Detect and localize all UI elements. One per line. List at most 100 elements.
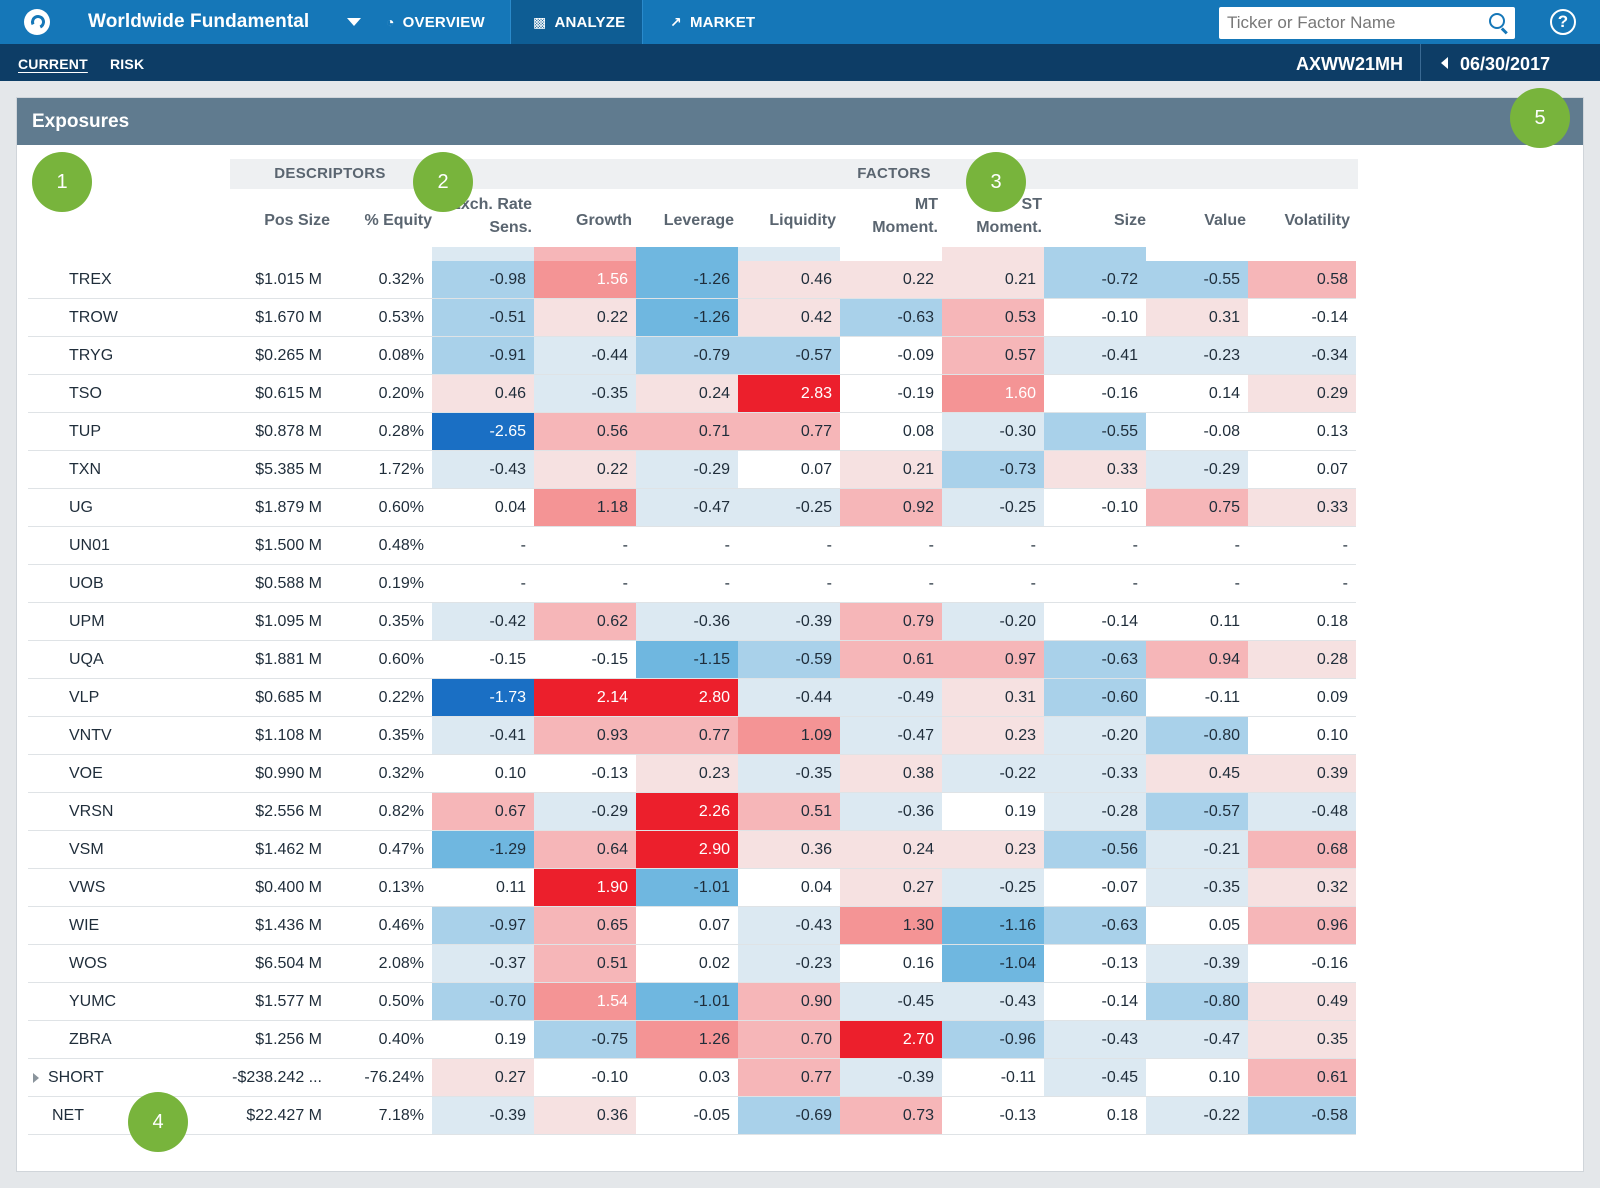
table-row[interactable]: VRSN $2.556 M 0.82% 0.67 -0.29 2.26 0.51 -0.36 0…: [28, 793, 1356, 831]
exposure-cell: 0.61: [840, 641, 942, 678]
ticker-cell[interactable]: TUP: [69, 423, 101, 440]
col-exch-rate-sens[interactable]: Exch. Rate Sens.: [450, 196, 532, 236]
exposure-cell: -: [1146, 565, 1248, 602]
exposure-cell: -0.43: [1044, 1021, 1146, 1058]
pos-size-cell: $22.427 M: [246, 1107, 322, 1124]
exposure-cell: -0.07: [1044, 869, 1146, 906]
exposure-cell: 1.90: [534, 869, 636, 906]
col-st-moment[interactable]: ST Moment.: [976, 196, 1042, 236]
table-row[interactable]: ZBRA $1.256 M 0.40% 0.19 -0.75 1.26 0.70 2.70 -0…: [28, 1021, 1356, 1059]
search-input[interactable]: [1227, 11, 1477, 35]
pct-equity-cell: 1.72%: [378, 461, 424, 478]
table-row[interactable]: UG $1.879 M 0.60% 0.04 1.18 -0.47 -0.25 0.92 -0.…: [28, 489, 1356, 527]
col-pos-size[interactable]: Pos Size: [264, 212, 330, 229]
tab-analyze[interactable]: ▩ ANALYZE: [510, 0, 643, 44]
exposure-cell: 0.18: [1044, 1097, 1146, 1134]
ticker-cell[interactable]: NET: [52, 1107, 84, 1124]
table-row[interactable]: VLP $0.685 M 0.22% -1.73 2.14 2.80 -0.44 -0.49 0…: [28, 679, 1356, 717]
table-row[interactable]: TRYG $0.265 M 0.08% -0.91 -0.44 -0.79 -0.57 -0.…: [28, 337, 1356, 375]
ticker-cell[interactable]: VWS: [69, 879, 106, 896]
ticker-cell[interactable]: SHORT: [48, 1069, 104, 1086]
help-icon[interactable]: ?: [1550, 9, 1576, 35]
table-row[interactable]: TUP $0.878 M 0.28% -2.65 0.56 0.71 0.77 0.08 -0.…: [28, 413, 1356, 451]
ticker-cell[interactable]: UN01: [69, 537, 110, 554]
ticker-cell[interactable]: UOB: [69, 575, 104, 592]
exposure-cell: 0.23: [636, 755, 738, 792]
exposure-cell: -0.41: [1044, 337, 1146, 374]
exposure-cell: 0.67: [432, 793, 534, 830]
tab-market[interactable]: ↗ MARKET: [648, 0, 777, 44]
exposure-cell: -: [1044, 527, 1146, 564]
table-row[interactable]: YUMC $1.577 M 0.50% -0.70 1.54 -1.01 0.90 -0.45…: [28, 983, 1356, 1021]
exposure-cell: -0.55: [1044, 413, 1146, 450]
table-row[interactable]: UN01 $1.500 M 0.48% - - - - - - - - -: [28, 527, 1356, 565]
ticker-cell[interactable]: UPM: [69, 613, 105, 630]
ticker-cell[interactable]: VSM: [69, 841, 104, 858]
ticker-cell[interactable]: UG: [69, 499, 93, 516]
exposure-cell: 0.09: [1248, 679, 1356, 716]
exposures-table[interactable]: TREX $1.015 M 0.32% -0.98 1.56 -1.26 0.46 0.22 0…: [28, 247, 1356, 1161]
table-row[interactable]: UQA $1.881 M 0.60% -0.15 -0.15 -1.15 -0.59 0.61…: [28, 641, 1356, 679]
ticker-cell[interactable]: YUMC: [69, 993, 117, 1010]
tab-overview[interactable]: ◔ OVERVIEW: [364, 0, 507, 44]
ticker-cell[interactable]: VNTV: [69, 727, 112, 744]
exposure-cell: -0.35: [738, 755, 840, 792]
ticker-cell[interactable]: ZBRA: [69, 1031, 112, 1048]
subtab-current[interactable]: CURRENT: [18, 56, 88, 72]
exposure-cell: 0.18: [1248, 603, 1356, 640]
col-value[interactable]: Value: [1204, 212, 1246, 229]
exposure-cell: -0.80: [1146, 983, 1248, 1020]
analysis-date[interactable]: 06/30/2017: [1460, 54, 1551, 74]
callout-marker: 2: [413, 152, 473, 212]
callout-marker: 4: [128, 1092, 188, 1152]
table-row[interactable]: TXN $5.385 M 1.72% -0.43 0.22 -0.29 0.07 0.21 -0…: [28, 451, 1356, 489]
table-row[interactable]: VNTV $1.108 M 0.35% -0.41 0.93 0.77 1.09 -0.47 0…: [28, 717, 1356, 755]
ticker-cell[interactable]: VRSN: [69, 803, 114, 820]
exposure-cell: -0.91: [432, 337, 534, 374]
table-row[interactable]: TREX $1.015 M 0.32% -0.98 1.56 -1.26 0.46 0.22 0…: [28, 247, 1356, 299]
col-volatility[interactable]: Volatility: [1284, 212, 1351, 229]
ticker-cell[interactable]: UQA: [69, 651, 104, 668]
subtab-risk[interactable]: RISK: [110, 56, 145, 72]
callout-marker: 1: [32, 152, 92, 212]
search-icon[interactable]: [1489, 13, 1505, 29]
ticker-cell[interactable]: TRYG: [69, 347, 114, 364]
exposure-cell: 0.10: [1248, 717, 1356, 754]
ticker-cell[interactable]: TXN: [69, 461, 101, 478]
ticker-cell[interactable]: TSO: [69, 385, 102, 402]
table-row[interactable]: UPM $1.095 M 0.35% -0.42 0.62 -0.36 -0.39 0.79-…: [28, 603, 1356, 641]
ticker-cell[interactable]: TROW: [69, 309, 118, 326]
col-mt-moment[interactable]: MT Moment.: [872, 196, 938, 236]
table-row[interactable]: SHORT -$238.242 ... -76.24% 0.27 -0.10 0.03 0.…: [28, 1059, 1356, 1097]
pct-equity-cell: 0.35%: [378, 613, 424, 630]
table-row[interactable]: VWS $0.400 M 0.13% 0.11 1.90 -1.01 0.04 0.27 -0.…: [28, 869, 1356, 907]
ticker-cell[interactable]: WOS: [69, 955, 108, 972]
previous-date-arrow-icon[interactable]: [1441, 57, 1448, 69]
table-row[interactable]: VOE $0.990 M 0.32% 0.10 -0.13 0.23 -0.35 0.38 -0…: [28, 755, 1356, 793]
exposure-cell: 0.27: [840, 869, 942, 906]
table-row[interactable]: TROW $1.670 M 0.53% -0.51 0.22 -1.26 0.42 -0.63…: [28, 299, 1356, 337]
col-growth[interactable]: Growth: [576, 212, 632, 229]
table-row[interactable]: TSO $0.615 M 0.20% 0.46 -0.35 0.24 2.83 -0.19 1.…: [28, 375, 1356, 413]
col-pct-equity[interactable]: % Equity: [364, 212, 432, 229]
table-row[interactable]: UOB $0.588 M 0.19% - - - - - - - - -: [28, 565, 1356, 603]
pos-size-cell: $1.462 M: [255, 841, 322, 858]
ticker-cell[interactable]: VLP: [69, 689, 100, 706]
exposure-cell: -: [1146, 527, 1248, 564]
tab-market-label: MARKET: [689, 13, 756, 31]
portfolio-dropdown-chevron-icon[interactable]: [347, 18, 361, 26]
app-logo-icon[interactable]: [24, 9, 50, 35]
col-size[interactable]: Size: [1113, 212, 1146, 229]
pct-equity-cell: 0.13%: [378, 879, 424, 896]
expand-caret-icon[interactable]: [33, 1073, 39, 1083]
table-row[interactable]: WOS $6.504 M 2.08% -0.37 0.51 0.02 -0.23 0.16 -1…: [28, 945, 1356, 983]
ticker-cell[interactable]: WIE: [69, 917, 100, 934]
table-row[interactable]: VSM $1.462 M 0.47% -1.29 0.64 2.90 0.36 0.24 0.2…: [28, 831, 1356, 869]
table-row[interactable]: WIE $1.436 M 0.46% -0.97 0.65 0.07 -0.43 1.30 -1…: [28, 907, 1356, 945]
col-liquidity[interactable]: Liquidity: [769, 212, 836, 229]
table-row[interactable]: NET $22.427 M 7.18% -0.39 0.36 -0.05 -0.69 0.73…: [28, 1097, 1356, 1135]
portfolio-name[interactable]: Worldwide Fundamental: [88, 11, 310, 32]
col-leverage[interactable]: Leverage: [663, 212, 734, 229]
ticker-cell[interactable]: VOE: [69, 765, 103, 782]
ticker-cell[interactable]: TREX: [69, 271, 112, 288]
